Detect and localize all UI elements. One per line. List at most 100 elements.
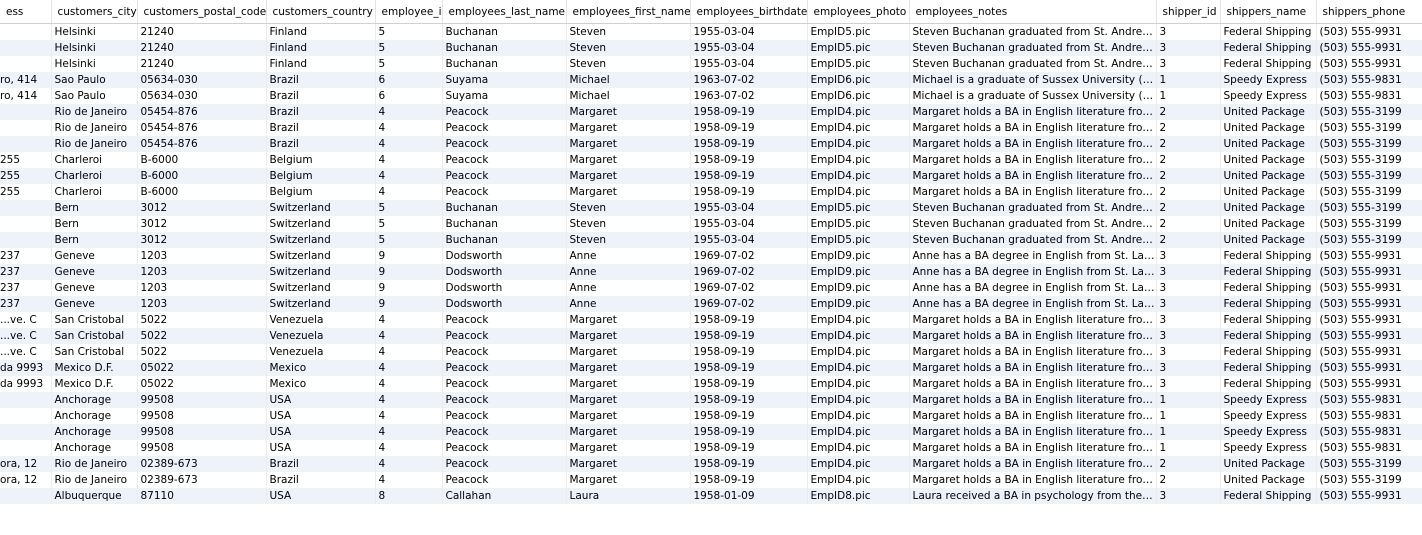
table-cell[interactable]: (503) 555-9931 [1316,344,1422,360]
table-cell[interactable]: Dodsworth [442,296,567,312]
table-row[interactable]: Anchorage 99508 USA 4 Peacock Margaret 1958-09… [0,424,1422,440]
table-cell[interactable]: Belgium [266,152,376,168]
table-cell[interactable]: Steven [566,200,691,216]
table-cell[interactable]: (503) 555-9931 [1316,360,1422,376]
table-cell[interactable]: (503) 555-9831 [1316,88,1422,104]
table-cell[interactable]: 2 [1156,216,1221,232]
table-cell[interactable]: Margaret [566,328,691,344]
table-cell[interactable]: ve. C... [0,328,52,344]
table-cell[interactable]: (503) 555-9931 [1316,40,1422,56]
table-cell[interactable]: ve. C... [0,344,52,360]
table-cell[interactable]: EmpID4.pic [807,424,910,440]
table-cell[interactable]: San Cristobal [51,344,138,360]
table-cell[interactable]: Margaret [566,376,691,392]
table-cell[interactable]: 1958-09-19 [690,408,808,424]
table-cell[interactable]: (503) 555-3199 [1316,168,1422,184]
table-cell[interactable]: Mexico D.F. [51,360,138,376]
table-cell[interactable]: (503) 555-9831 [1316,424,1422,440]
column-header-customers-city[interactable]: customers_city [51,0,138,24]
column-header-customers-country[interactable]: customers_country [266,0,376,24]
table-cell[interactable]: Margaret holds a BA in English literatur… [909,360,1157,376]
table-cell[interactable]: Anne has a BA degree in English from St.… [909,280,1157,296]
table-cell[interactable] [0,440,52,456]
table-cell[interactable]: Margaret holds a BA in English literatur… [909,184,1157,200]
table-cell[interactable]: 4 [375,168,443,184]
table-cell[interactable]: 4 [375,360,443,376]
table-cell[interactable]: Rio de Janeiro [51,136,138,152]
table-cell[interactable]: 99508 [137,424,267,440]
table-cell[interactable]: Federal Shipping [1220,312,1317,328]
table-cell[interactable]: Laura [566,488,691,504]
table-cell[interactable]: 3 [1156,312,1221,328]
table-cell[interactable]: Federal Shipping [1220,328,1317,344]
table-cell[interactable]: Michael [566,72,691,88]
table-cell[interactable]: 1 [1156,72,1221,88]
table-cell[interactable]: Bern [51,232,138,248]
table-cell[interactable]: 1 [1156,408,1221,424]
table-cell[interactable]: Switzerland [266,200,376,216]
table-cell[interactable]: Switzerland [266,296,376,312]
table-cell[interactable] [0,23,52,40]
table-cell[interactable]: Margaret holds a BA in English literatur… [909,376,1157,392]
table-cell[interactable]: 05022 [137,360,267,376]
table-cell[interactable]: Margaret [566,360,691,376]
table-cell[interactable]: Margaret holds a BA in English literatur… [909,152,1157,168]
column-header-ess[interactable]: ess [0,0,52,24]
table-row[interactable]: 237 Geneve 1203 Switzerland 9 Dodsworth Anne 19… [0,296,1422,312]
table-cell[interactable]: Brazil [266,104,376,120]
table-cell[interactable]: 4 [375,344,443,360]
table-cell[interactable]: 3 [1156,328,1221,344]
table-cell[interactable]: 02389-673 [137,472,267,488]
table-cell[interactable]: 5 [375,216,443,232]
table-cell[interactable]: Margaret holds a BA in English literatur… [909,104,1157,120]
table-cell[interactable]: 1958-09-19 [690,104,808,120]
table-cell[interactable]: EmpID9.pic [807,264,910,280]
table-cell[interactable]: EmpID5.pic [807,216,910,232]
table-cell[interactable]: Speedy Express [1220,424,1317,440]
table-cell[interactable]: Finland [266,56,376,72]
table-cell[interactable]: Margaret holds a BA in English literatur… [909,328,1157,344]
table-cell[interactable]: 1969-07-02 [690,280,808,296]
table-cell[interactable]: Federal Shipping [1220,488,1317,504]
table-cell[interactable]: 237 [0,296,52,312]
table-cell[interactable]: Margaret [566,344,691,360]
table-cell[interactable]: Steven [566,23,691,40]
table-cell[interactable]: (503) 555-3199 [1316,472,1422,488]
table-cell[interactable]: Peacock [442,472,567,488]
table-cell[interactable]: Anne has a BA degree in English from St.… [909,296,1157,312]
table-cell[interactable]: 255 [0,184,52,200]
table-cell[interactable]: Peacock [442,392,567,408]
table-cell[interactable]: Margaret [566,456,691,472]
table-cell[interactable]: Brazil [266,88,376,104]
table-cell[interactable]: United Package [1220,456,1317,472]
table-row[interactable]: Helsinki 21240 Finland 5 Buchanan Steven 1955-… [0,56,1422,72]
table-cell[interactable]: United Package [1220,216,1317,232]
table-cell[interactable] [0,136,52,152]
table-cell[interactable]: 1 [1156,392,1221,408]
table-cell[interactable]: 1958-09-19 [690,392,808,408]
table-cell[interactable]: 2 [1156,152,1221,168]
table-cell[interactable]: 21240 [137,23,267,40]
table-cell[interactable]: USA [266,488,376,504]
table-cell[interactable]: (503) 555-9931 [1316,56,1422,72]
table-cell[interactable]: EmpID4.pic [807,472,910,488]
table-cell[interactable]: EmpID4.pic [807,184,910,200]
table-cell[interactable]: 1955-03-04 [690,200,808,216]
table-cell[interactable]: Mexico [266,360,376,376]
table-cell[interactable]: Venezuela [266,328,376,344]
table-cell[interactable]: (503) 555-9931 [1316,488,1422,504]
table-cell[interactable]: 6 [375,88,443,104]
table-row[interactable]: Helsinki 21240 Finland 5 Buchanan Steven 1955-… [0,23,1422,40]
table-cell[interactable]: Steven Buchanan graduated from St. Andre… [909,216,1157,232]
table-cell[interactable]: Charleroi [51,152,138,168]
table-cell[interactable]: 1955-03-04 [690,56,808,72]
table-row[interactable]: da 9993 Mexico D.F. 05022 Mexico 4 Peacock Mar… [0,360,1422,376]
table-cell[interactable]: 4 [375,312,443,328]
table-cell[interactable]: Rio de Janeiro [51,456,138,472]
table-cell[interactable]: 05454-876 [137,104,267,120]
table-cell[interactable]: 2 [1156,472,1221,488]
table-cell[interactable] [0,424,52,440]
table-cell[interactable]: 3 [1156,376,1221,392]
table-cell[interactable]: Charleroi [51,184,138,200]
table-cell[interactable]: 1955-03-04 [690,232,808,248]
